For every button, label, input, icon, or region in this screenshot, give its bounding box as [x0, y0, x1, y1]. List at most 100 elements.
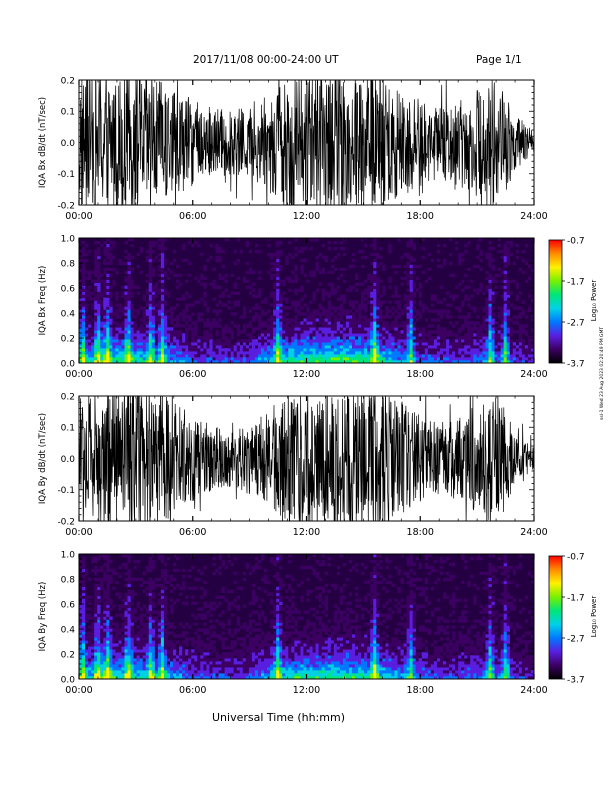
spectrogram-cell — [488, 348, 492, 352]
spectrogram-cell — [297, 327, 301, 331]
spectrogram-cell — [203, 336, 207, 340]
spectrogram-cell — [106, 554, 110, 558]
spectrogram-cell — [361, 354, 365, 358]
spectrogram-cell — [285, 297, 289, 301]
spectrogram-cell — [182, 246, 186, 251]
spectrogram-cell — [236, 351, 241, 355]
spectrogram-cell — [294, 342, 298, 346]
spectrogram-cell — [191, 652, 195, 656]
spectrogram-cell — [403, 252, 407, 257]
spectrogram-cell — [100, 243, 104, 248]
spectrogram-cell — [397, 342, 401, 346]
spectrogram-cell — [527, 309, 532, 313]
spectrogram-cell — [233, 628, 238, 632]
spectrogram-cell — [455, 246, 459, 251]
spectrogram-cell — [154, 673, 159, 677]
spectrogram-cell — [130, 622, 134, 626]
spectrogram-cell — [185, 291, 189, 295]
spectrogram-cell — [121, 309, 125, 313]
spectrogram-cell — [227, 619, 231, 623]
spectrogram-cell — [358, 309, 362, 313]
spectrogram-cell — [306, 318, 310, 322]
spectrogram-cell — [418, 345, 423, 349]
spectrogram-cell — [251, 345, 256, 349]
spectrogram-cell — [309, 360, 313, 363]
spectrogram-cell — [160, 270, 165, 275]
spectrogram-cell — [455, 351, 459, 355]
spectrogram-cell — [136, 351, 140, 355]
spectrogram-cell — [109, 327, 113, 331]
spectrogram-cell — [458, 261, 462, 266]
spectrogram-cell — [345, 330, 350, 334]
spectrogram-cell — [142, 670, 147, 674]
spectrogram-cell — [245, 240, 250, 245]
spectrogram-cell — [218, 565, 222, 570]
spectrogram-cell — [312, 273, 316, 277]
spectrogram-cell — [191, 351, 195, 355]
spectrogram-cell — [324, 255, 329, 260]
spectrogram-cell — [136, 360, 140, 363]
spectrogram-cell — [94, 327, 98, 331]
spectrogram-cell — [118, 640, 122, 644]
spectrogram-cell — [200, 607, 204, 611]
spectrogram-cell — [327, 345, 332, 349]
spectrogram-cell — [112, 568, 116, 573]
spectrogram-cell — [127, 595, 131, 599]
spectrogram-cell — [379, 354, 383, 358]
spectrogram-cell — [415, 342, 420, 346]
spectrogram-cell — [485, 303, 489, 307]
spectrogram-cell — [197, 568, 201, 573]
spectrogram-cell — [345, 327, 350, 331]
spectrogram-cell — [382, 345, 386, 349]
spectrogram-cell — [491, 336, 495, 340]
spectrogram-cell — [166, 622, 171, 626]
spectrogram-cell — [430, 354, 435, 358]
spectrogram-cell — [145, 610, 150, 614]
spectrogram-cell — [236, 342, 241, 346]
spectrogram-cell — [494, 339, 498, 343]
spectrogram-cell — [100, 336, 104, 340]
spectrogram-cell — [261, 351, 265, 355]
spectrogram-cell — [139, 649, 143, 653]
spectrogram-cell — [203, 661, 207, 665]
spectrogram-cell — [488, 240, 492, 245]
spectrogram-cell — [282, 282, 286, 286]
spectrogram-cell — [212, 348, 216, 352]
spectrogram-cell — [106, 330, 110, 334]
spectrogram-cell — [182, 243, 186, 248]
spectrogram-cell — [145, 658, 150, 662]
spectrogram-cell — [173, 661, 177, 665]
spectrogram-cell — [179, 273, 183, 277]
spectrogram-cell — [130, 360, 134, 363]
spectrogram-cell — [503, 324, 507, 328]
spectrogram-cell — [160, 273, 165, 277]
spectrogram-cell — [163, 339, 168, 343]
spectrogram-cell — [88, 670, 92, 674]
spectrogram-cell — [163, 664, 168, 668]
spectrogram-cell — [106, 255, 110, 260]
spectrogram-cell — [185, 360, 189, 363]
spectrogram-cell — [376, 351, 380, 355]
spectrogram-cell — [197, 673, 201, 677]
spectrogram-cell — [151, 592, 156, 596]
spectrogram-cell — [182, 649, 186, 653]
spectrogram-cell — [170, 652, 174, 656]
spectrogram-cell — [294, 288, 298, 292]
spectrogram-cell — [327, 336, 332, 340]
spectrogram-cell — [121, 664, 125, 668]
spectrogram-cell — [309, 327, 313, 331]
spectrogram-cell — [118, 676, 122, 679]
spectrogram-cell — [524, 243, 529, 248]
spectrogram-cell — [127, 333, 131, 337]
spectrogram-cell — [82, 261, 86, 266]
spectrogram-cell — [148, 315, 153, 319]
spectrogram-cell — [173, 330, 177, 334]
spectrogram-cell — [166, 658, 171, 662]
spectrogram-cell — [327, 360, 332, 363]
spectrogram-cell — [157, 345, 162, 349]
spectrogram-cell — [503, 297, 507, 301]
spectrogram-cell — [443, 327, 447, 331]
spectrogram-cell — [148, 324, 153, 328]
spectrogram-cell — [273, 336, 277, 340]
spectrogram-cell — [403, 339, 407, 343]
